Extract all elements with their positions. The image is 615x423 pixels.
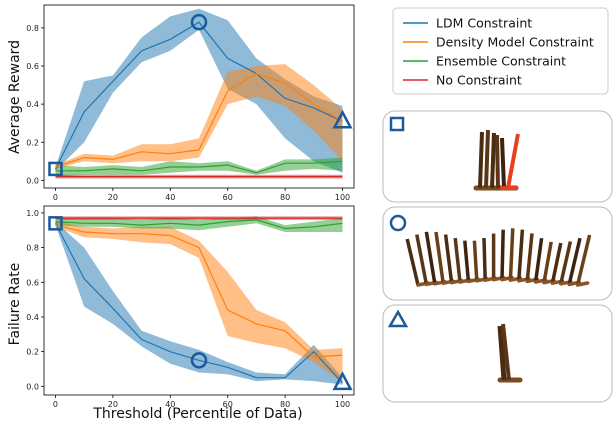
y-tick-label-failure-4: 0.8 [26,244,39,253]
y-tick-label-failure-3: 0.6 [26,278,39,287]
snapshot-triangle [382,304,613,403]
series-line-1-0 [54,223,343,384]
circle-marker-icon [389,214,407,232]
leg-segment-8 [482,237,487,281]
y-tick-label-reward-4: 0.8 [26,24,39,33]
x-tick-label-failure-1: 20 [108,400,118,409]
robot-legs-triangle-icon [497,323,523,383]
band-1-1 [55,221,343,383]
leg-segment-10 [500,229,505,280]
y-tick-label-reward-3: 0.6 [26,62,39,71]
leg-segment-6 [463,240,471,282]
panel-average-reward: Average Reward 0 20 40 60 80 100 0.0 0.2 0.4 0.6 0… [7,4,355,202]
leg-segment-3 [434,231,445,284]
robot-legs-circle-icon [405,228,592,287]
x-tick-label-reward-1: 20 [108,193,118,202]
circle-marker-failure [190,352,208,369]
leg-segment-18 [567,237,582,285]
series-line-0-2 [55,160,343,174]
x-tick-label-failure-4: 80 [280,400,290,409]
leg-segment-5 [453,237,462,283]
legend-label-1: Density Model Constraint [436,35,594,50]
y-tick-label-failure-5: 1.0 [26,209,39,218]
square-marker-failure [48,216,63,231]
leg-segment-11 [508,228,515,281]
circle-marker-reward [190,13,208,31]
y-tick-label-failure-1: 0.2 [26,348,39,357]
leg-segment-2 [424,231,437,285]
leg-segment-14 [533,237,544,283]
leg-segment-7 [472,240,479,281]
triangle-marker-icon [387,309,409,328]
y-axis-label-reward: Average Reward [7,40,23,154]
leg-segment-12 [517,229,525,281]
x-tick-label-reward-5: 100 [335,193,350,202]
leg-segment-4 [443,234,454,283]
square-marker-icon [389,116,405,132]
snapshot-panels [382,110,613,403]
leg-segment-19 [575,234,592,286]
snapshot-frame-triangle [382,304,613,403]
leg-segment-0 [405,238,420,286]
y-tick-label-reward-2: 0.4 [26,100,39,109]
series-line-0-1 [55,72,343,168]
band-1-0 [55,221,343,385]
x-tick-label-reward-2: 40 [165,193,175,202]
x-tick-label-reward-0: 0 [53,193,58,202]
band-0-1 [55,64,343,169]
x-tick-label-reward-3: 60 [223,193,233,202]
y-tick-label-reward-0: 0.0 [26,176,39,185]
series-line-0-0 [54,21,343,170]
triangle-marker-reward [332,109,353,129]
snapshot-circle [382,206,613,301]
series-line-1-1 [55,224,343,358]
x-tick-label-failure-5: 100 [335,400,350,409]
x-tick-label-failure-2: 40 [165,400,175,409]
leg-segment-15 [542,241,553,283]
legend: LDM Constraint Density Model Constraint En… [392,7,609,95]
plot-frame-reward [43,4,355,189]
x-tick-label-failure-3: 60 [223,400,233,409]
y-tick-label-failure-0: 0.0 [26,382,39,391]
panel-failure-rate: Failure Rate 0 20 40 60 80 100 0.0 0.2 0.4 0.6 0.8… [7,205,355,409]
x-tick-label-failure-0: 0 [53,400,58,409]
leg-segment-13 [525,233,534,282]
triangle-marker-failure [332,371,353,391]
leg-segment-17 [559,241,573,285]
legend-label-0: LDM Constraint [436,16,532,31]
leg-segment-16 [550,242,563,284]
y-tick-label-reward-1: 0.2 [26,138,39,147]
series-line-1-2 [55,219,343,230]
y-tick-label-failure-2: 0.4 [26,313,39,322]
band-1-2 [55,216,343,232]
leg-segment-1 [415,234,429,285]
square-marker-reward [48,161,63,177]
foot-segment-19 [575,281,590,287]
x-tick-label-reward-4: 80 [280,193,290,202]
x-axis-label: Threshold (Percentile of Data) [92,406,302,422]
y-axis-label-failure: Failure Rate [7,263,23,346]
plot-frame-failure [43,205,355,396]
snapshot-square [382,110,613,203]
robot-legs-square-icon [473,129,520,191]
legend-frame [392,7,609,95]
legend-label-3: No Constraint [436,73,522,88]
legend-label-2: Ensemble Constraint [436,54,566,69]
